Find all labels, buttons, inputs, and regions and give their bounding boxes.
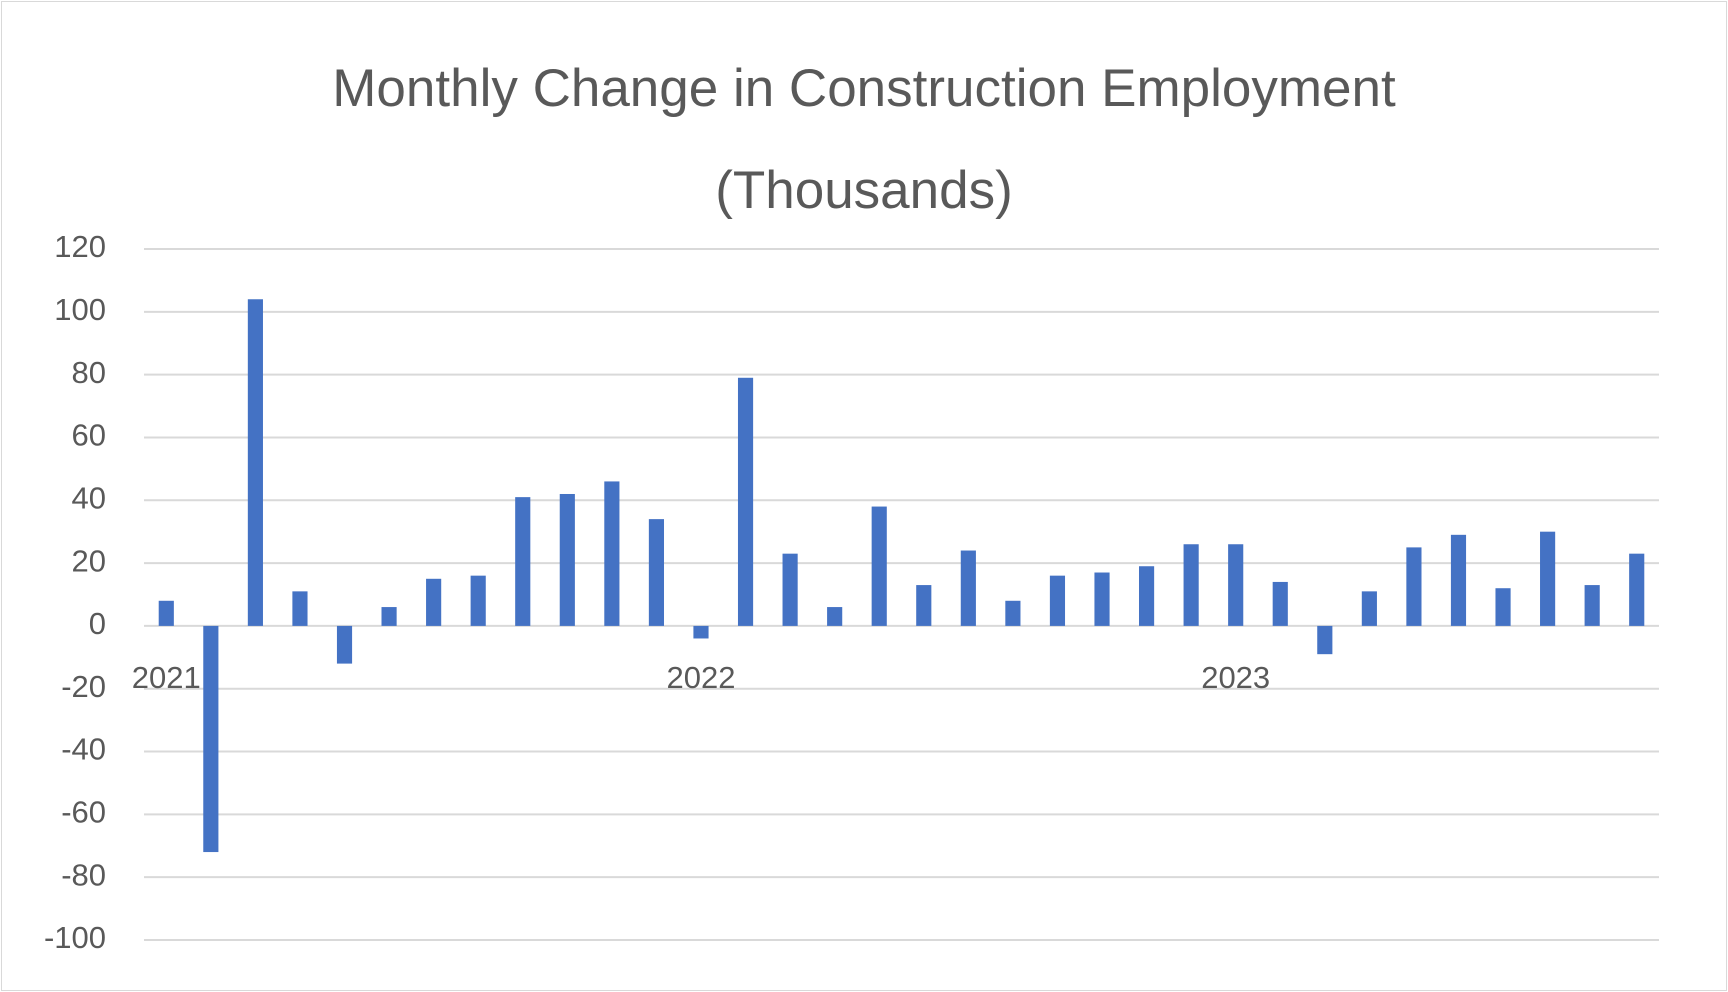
bar [158, 600, 174, 626]
bar [1272, 581, 1288, 626]
y-tick-label: 80 [72, 355, 106, 390]
bar [292, 591, 308, 626]
bar [247, 299, 263, 626]
bar [381, 607, 397, 626]
bar [559, 493, 575, 626]
y-tick-label: 40 [72, 480, 106, 515]
bar [1094, 572, 1110, 626]
bar [1495, 588, 1511, 626]
bar [871, 506, 887, 626]
y-tick-label: -100 [44, 920, 106, 955]
bar [1361, 591, 1377, 626]
bar [916, 585, 932, 626]
y-tick-label: -80 [61, 857, 106, 892]
bar [960, 550, 976, 626]
bar [1629, 553, 1645, 626]
y-tick-label: 120 [54, 229, 106, 264]
bar [470, 575, 486, 626]
x-tick-label: 2022 [667, 660, 736, 695]
bar [782, 553, 798, 626]
bar [648, 519, 665, 626]
y-tick-label: -40 [61, 732, 106, 767]
bar [604, 481, 620, 626]
y-tick-label: 20 [72, 543, 106, 578]
bar [426, 578, 442, 626]
bar [336, 625, 353, 664]
x-tick-label: 2021 [132, 660, 201, 695]
bar [515, 497, 531, 626]
bar [1540, 531, 1556, 626]
bar [737, 377, 754, 626]
bar [1228, 544, 1244, 626]
bar [203, 625, 219, 853]
x-tick-label: 2023 [1201, 660, 1270, 695]
y-tick-label: 0 [89, 606, 106, 641]
chart-title: Monthly Change in Construction Employmen… [332, 59, 1396, 220]
y-tick-label: 100 [54, 292, 106, 327]
bar [1183, 544, 1199, 626]
bar [1406, 547, 1422, 626]
y-tick-label: -20 [61, 669, 106, 704]
bar [1138, 566, 1155, 626]
bar [1450, 534, 1467, 626]
bar [1317, 625, 1333, 655]
bar [1049, 575, 1066, 626]
bar [1584, 585, 1600, 626]
bar [827, 607, 843, 626]
bar [1005, 600, 1021, 626]
y-tick-label: -60 [61, 795, 106, 830]
y-tick-label: 60 [72, 418, 106, 453]
bar [693, 625, 709, 639]
